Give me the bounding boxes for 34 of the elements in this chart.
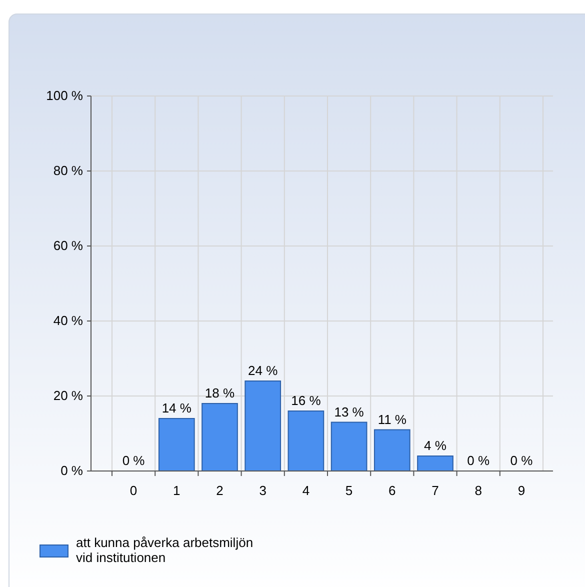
data-label: 18 % <box>204 386 235 400</box>
y-tick-label: 20 % <box>53 388 84 403</box>
y-tick-label: 60 % <box>53 238 84 253</box>
x-tick-label: 5 <box>345 483 353 498</box>
bar <box>202 403 238 472</box>
x-tick-label: 8 <box>474 483 482 498</box>
x-tick-label: 0 <box>130 483 138 498</box>
bar <box>158 418 195 472</box>
y-tick-label: 80 % <box>53 163 84 178</box>
x-tick-label: 7 <box>432 483 439 498</box>
data-label: 14 % <box>162 400 192 416</box>
y-tick-label: 100 % <box>46 88 84 103</box>
y-tick-label: 0 % <box>60 463 84 478</box>
data-label: 13 % <box>334 404 364 420</box>
x-tick-label: 3 <box>259 483 266 498</box>
data-label: 24 % <box>248 363 278 378</box>
data-label: 16 % <box>291 393 322 408</box>
x-tick-label: 9 <box>518 483 526 498</box>
bar <box>288 410 324 472</box>
x-tick-label: 6 <box>388 483 396 498</box>
data-label: 11 % <box>378 412 407 427</box>
bar <box>244 380 282 472</box>
bar <box>417 456 454 472</box>
data-label: 4 % <box>424 438 447 453</box>
bar <box>330 422 368 472</box>
y-tick-label: 40 % <box>53 313 84 328</box>
data-label: 0 % <box>467 453 490 468</box>
data-label: 0 % <box>510 453 534 468</box>
bar <box>374 429 410 472</box>
x-tick-label: 1 <box>173 483 180 498</box>
x-tick-label: 2 <box>216 483 224 498</box>
legend-label: att kunna påverka arbetsmiljön vid institutionen <box>76 535 254 565</box>
x-tick-label: 4 <box>302 483 310 498</box>
data-label: 0 % <box>122 453 146 468</box>
